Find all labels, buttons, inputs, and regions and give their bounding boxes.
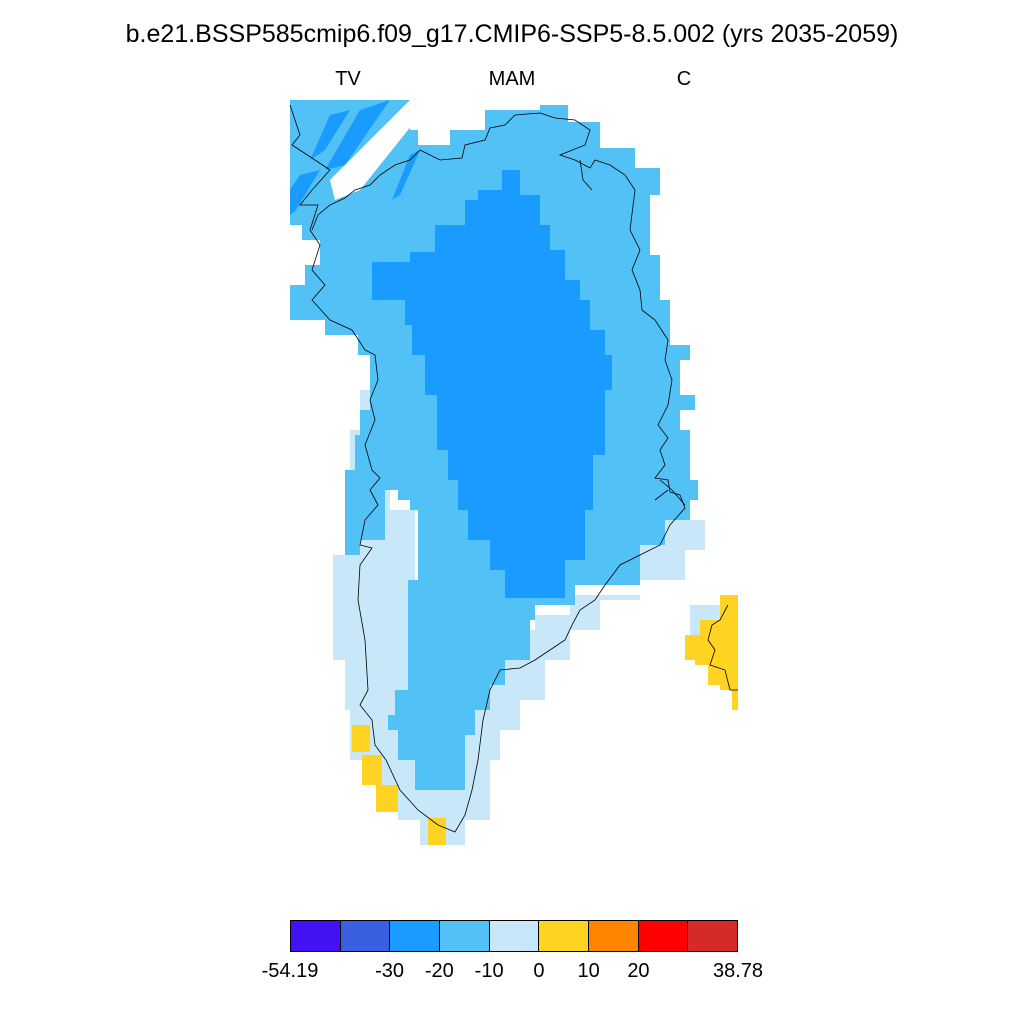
region-sw-yellow-4 (428, 818, 446, 845)
region-sw-yellow-3 (376, 785, 398, 812)
coastline (289, 104, 686, 833)
colorbar (290, 920, 738, 952)
colorbar-box-8 (688, 921, 738, 951)
region-east-patch-yellow (685, 595, 738, 710)
region-streak-dark-1 (310, 110, 350, 160)
colorbar-label-5: 10 (577, 960, 600, 982)
region-band-minus20-to-minus30 (372, 170, 612, 598)
colorbar-box-5 (539, 921, 590, 951)
colorbar-label-1: -30 (375, 960, 404, 982)
coastline-fjord-ne (579, 159, 686, 506)
colorbar-label-6: 20 (627, 960, 650, 982)
coastline-east-island (707, 604, 738, 691)
colorbar-label-3: -10 (474, 960, 504, 982)
colorbar-label-2: -20 (424, 960, 454, 982)
subtitle-units: C (676, 68, 692, 90)
colorbar-box-4 (489, 921, 540, 951)
subtitle-variable: TV (335, 68, 361, 90)
region-sw-yellow-1 (352, 725, 370, 752)
region-streak-dark-3 (290, 170, 320, 215)
region-streak-dark-2 (325, 100, 390, 170)
subtitle-season: MAM (488, 68, 536, 90)
region-sw-yellow-2 (362, 755, 382, 785)
colorbar-label-4: 0 (533, 960, 545, 982)
plot-title: b.e21.BSSP585cmip6.f09_g17.CMIP6-SSP5-8.… (125, 20, 899, 48)
colorbar-box-6 (589, 921, 639, 951)
colorbar-label-0: -54.19 (261, 960, 319, 982)
colorbar-box-7 (638, 921, 689, 951)
region-streak-dark-4 (392, 150, 420, 200)
colorbar-box-0 (291, 921, 341, 951)
region-streak-white-1 (330, 100, 420, 200)
colorbar-box-2 (390, 921, 441, 951)
colorbar-label-7: 38.78 (712, 960, 764, 982)
colorbar-box-3 (440, 921, 490, 951)
colorbar-box-1 (340, 921, 391, 951)
